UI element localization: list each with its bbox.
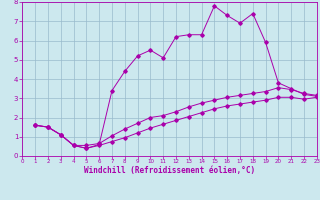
- X-axis label: Windchill (Refroidissement éolien,°C): Windchill (Refroidissement éolien,°C): [84, 166, 255, 175]
